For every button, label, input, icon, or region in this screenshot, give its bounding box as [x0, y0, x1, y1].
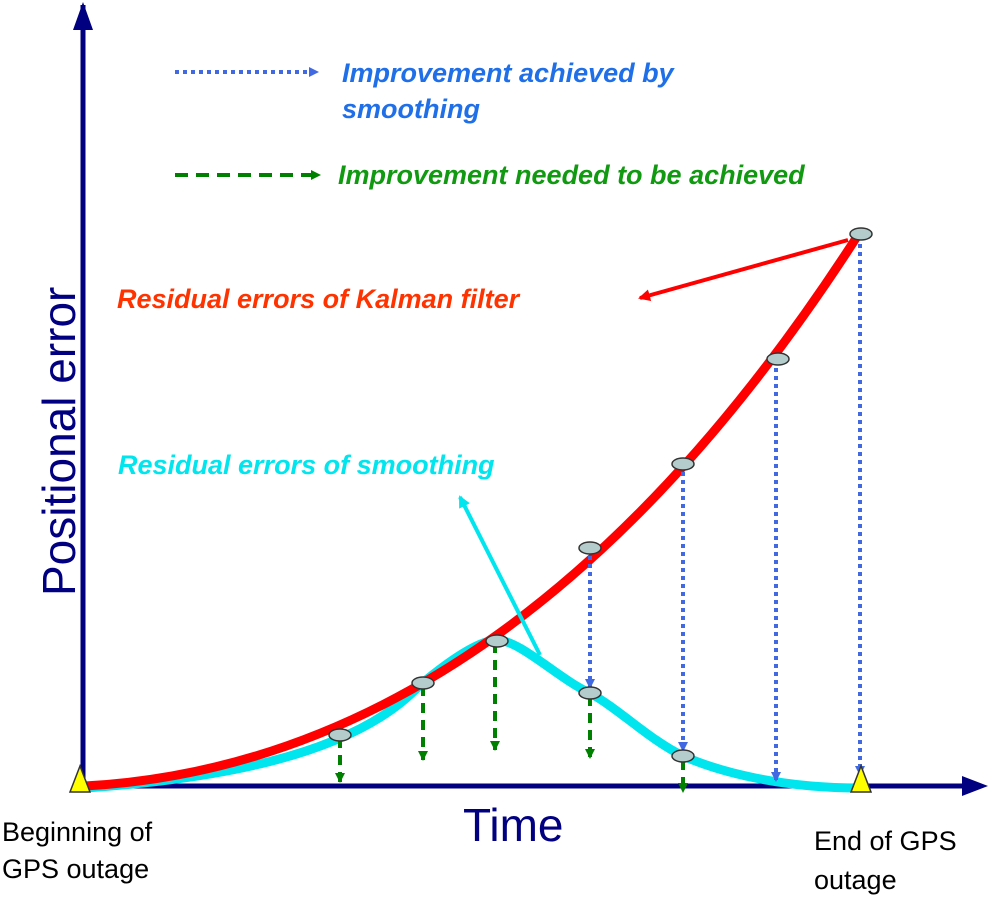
kalman-label: Residual errors of Kalman filter [117, 284, 521, 314]
start-outage-marker [68, 763, 92, 793]
smoothing-label: Residual errors of smoothing [118, 450, 495, 480]
legend: Improvement achieved by smoothing Improv… [175, 58, 805, 190]
sample-point [671, 749, 695, 763]
smoothing-pointer-arrow [458, 495, 542, 656]
end-outage-marker [849, 763, 873, 793]
end-label-line2: outage [814, 865, 897, 895]
sample-points [328, 227, 873, 763]
legend-needed-label: Improvement needed to be achieved [338, 160, 805, 190]
achieved-improvement-arrows [585, 236, 865, 782]
axes [73, 2, 988, 796]
start-label-line2: GPS outage [2, 854, 149, 884]
kalman-error-curve [80, 227, 865, 791]
sample-point [671, 457, 695, 471]
sample-point [485, 634, 509, 648]
sample-point [411, 676, 435, 690]
y-axis-title: Positional error [33, 287, 85, 596]
kalman-pointer-arrow [638, 238, 849, 302]
smoothing-error-curve [80, 635, 865, 793]
legend-achieved-label-line2: smoothing [342, 94, 480, 124]
sample-point [578, 541, 602, 555]
y-axis-arrowhead [73, 2, 93, 30]
x-axis-title: Time [463, 799, 564, 851]
needed-improvement-arrows [335, 643, 688, 793]
sample-point [766, 352, 790, 366]
legend-achieved-label-line1: Improvement achieved by [342, 58, 676, 88]
x-axis-arrowhead [962, 776, 988, 796]
sample-point [328, 728, 352, 742]
sample-point [849, 227, 873, 241]
sample-point [578, 686, 602, 700]
end-label-line1: End of GPS [814, 826, 957, 856]
start-label-line1: Beginning of [2, 817, 153, 847]
